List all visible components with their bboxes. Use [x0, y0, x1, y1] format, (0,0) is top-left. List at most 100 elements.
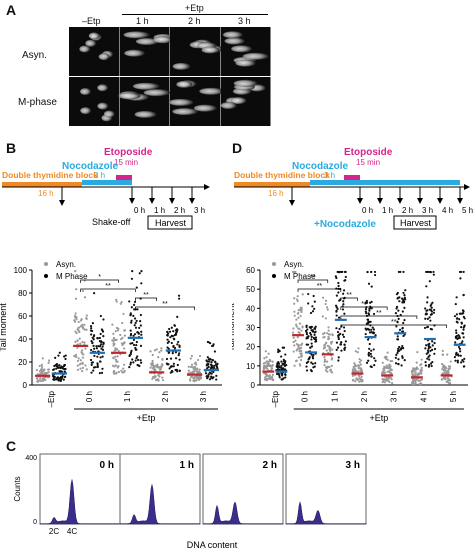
- data-point: [214, 361, 217, 364]
- x-category-label: 3 h: [199, 391, 208, 402]
- data-point: [171, 352, 174, 355]
- data-point: [73, 314, 77, 317]
- data-point: [298, 363, 301, 366]
- data-point: [309, 333, 313, 336]
- timeline-arrowhead-b: [204, 184, 210, 190]
- data-point: [99, 314, 102, 318]
- data-point: [131, 342, 134, 345]
- data-point: [440, 362, 444, 366]
- comet: [172, 108, 199, 116]
- data-point: [459, 312, 462, 315]
- data-point: [338, 327, 341, 331]
- data-point: [158, 375, 161, 378]
- data-point: [192, 376, 195, 379]
- data-point: [99, 343, 102, 346]
- data-point: [47, 368, 50, 371]
- data-point: [351, 374, 355, 377]
- data-point: [134, 348, 137, 351]
- data-point: [427, 347, 430, 350]
- data-point: [116, 360, 119, 363]
- data-point: [412, 368, 415, 371]
- data-point: [426, 301, 429, 304]
- data-point: [360, 375, 363, 378]
- comet: [201, 46, 220, 54]
- data-point: [129, 363, 132, 366]
- data-point: [212, 376, 215, 379]
- data-point: [277, 366, 280, 369]
- significance-label: **: [310, 274, 316, 281]
- data-point: [311, 355, 314, 358]
- data-point: [193, 369, 196, 373]
- data-point: [327, 329, 330, 332]
- data-point: [101, 348, 105, 351]
- data-point: [166, 330, 169, 333]
- harvest-box-d: [393, 215, 437, 230]
- comet-grid-svg: [69, 27, 271, 126]
- data-point: [335, 276, 338, 280]
- data-point: [337, 356, 340, 359]
- data-point: [206, 356, 209, 359]
- data-point: [99, 340, 103, 343]
- data-point: [122, 367, 125, 370]
- data-point: [368, 342, 371, 346]
- data-point: [265, 374, 268, 378]
- data-point: [99, 360, 102, 363]
- data-point: [325, 341, 328, 345]
- data-point: [457, 345, 461, 349]
- data-point: [343, 270, 346, 274]
- data-point: [74, 355, 77, 358]
- data-point: [456, 361, 459, 364]
- panel-b-label: B: [6, 140, 17, 156]
- data-point: [137, 331, 140, 334]
- significance-label: *: [98, 274, 101, 281]
- data-point: [446, 353, 449, 356]
- x-category-label: 4 h: [419, 391, 428, 402]
- data-point: [265, 366, 268, 369]
- data-point: [178, 358, 181, 361]
- nocodazole-bar-b: [82, 180, 132, 185]
- data-point: [129, 361, 132, 364]
- timeline-tick-arrow: [357, 198, 363, 204]
- data-point: [335, 310, 338, 313]
- etp-group-label: +Etp: [369, 413, 388, 423]
- data-point: [132, 343, 136, 347]
- y-tick-label: 80: [18, 289, 27, 298]
- data-point: [463, 357, 466, 360]
- data-point: [384, 378, 387, 381]
- data-point: [337, 336, 340, 339]
- data-point: [415, 378, 418, 381]
- data-point: [454, 341, 457, 344]
- data-point: [370, 285, 373, 288]
- data-point: [313, 333, 316, 336]
- data-point: [341, 308, 345, 311]
- comet: [199, 87, 225, 95]
- data-point: [178, 344, 181, 347]
- data-point: [335, 327, 338, 330]
- data-point: [429, 346, 432, 349]
- data-point: [358, 364, 361, 367]
- data-point: [269, 376, 272, 379]
- data-point: [208, 371, 211, 374]
- data-point: [215, 378, 218, 381]
- data-point: [128, 300, 131, 303]
- histogram-area: [285, 501, 367, 525]
- data-point: [336, 346, 340, 349]
- x-category-label: 0 h: [85, 391, 94, 402]
- comet: [123, 31, 150, 39]
- data-point: [398, 300, 401, 303]
- etoposide-label-d: Etoposide: [344, 147, 393, 158]
- data-point: [265, 356, 268, 359]
- col-header-2h: 2 h: [188, 16, 201, 26]
- data-point: [178, 352, 181, 355]
- x-tick-label-4c: 4C: [67, 527, 77, 536]
- nocodazole-bar-d: [310, 180, 460, 185]
- comet: [224, 37, 245, 45]
- data-point: [359, 363, 362, 366]
- data-point: [386, 376, 389, 379]
- data-point: [157, 366, 161, 369]
- data-point: [78, 337, 81, 340]
- data-point: [397, 347, 400, 350]
- data-point: [161, 376, 164, 379]
- data-point: [412, 379, 416, 382]
- data-point: [280, 364, 283, 367]
